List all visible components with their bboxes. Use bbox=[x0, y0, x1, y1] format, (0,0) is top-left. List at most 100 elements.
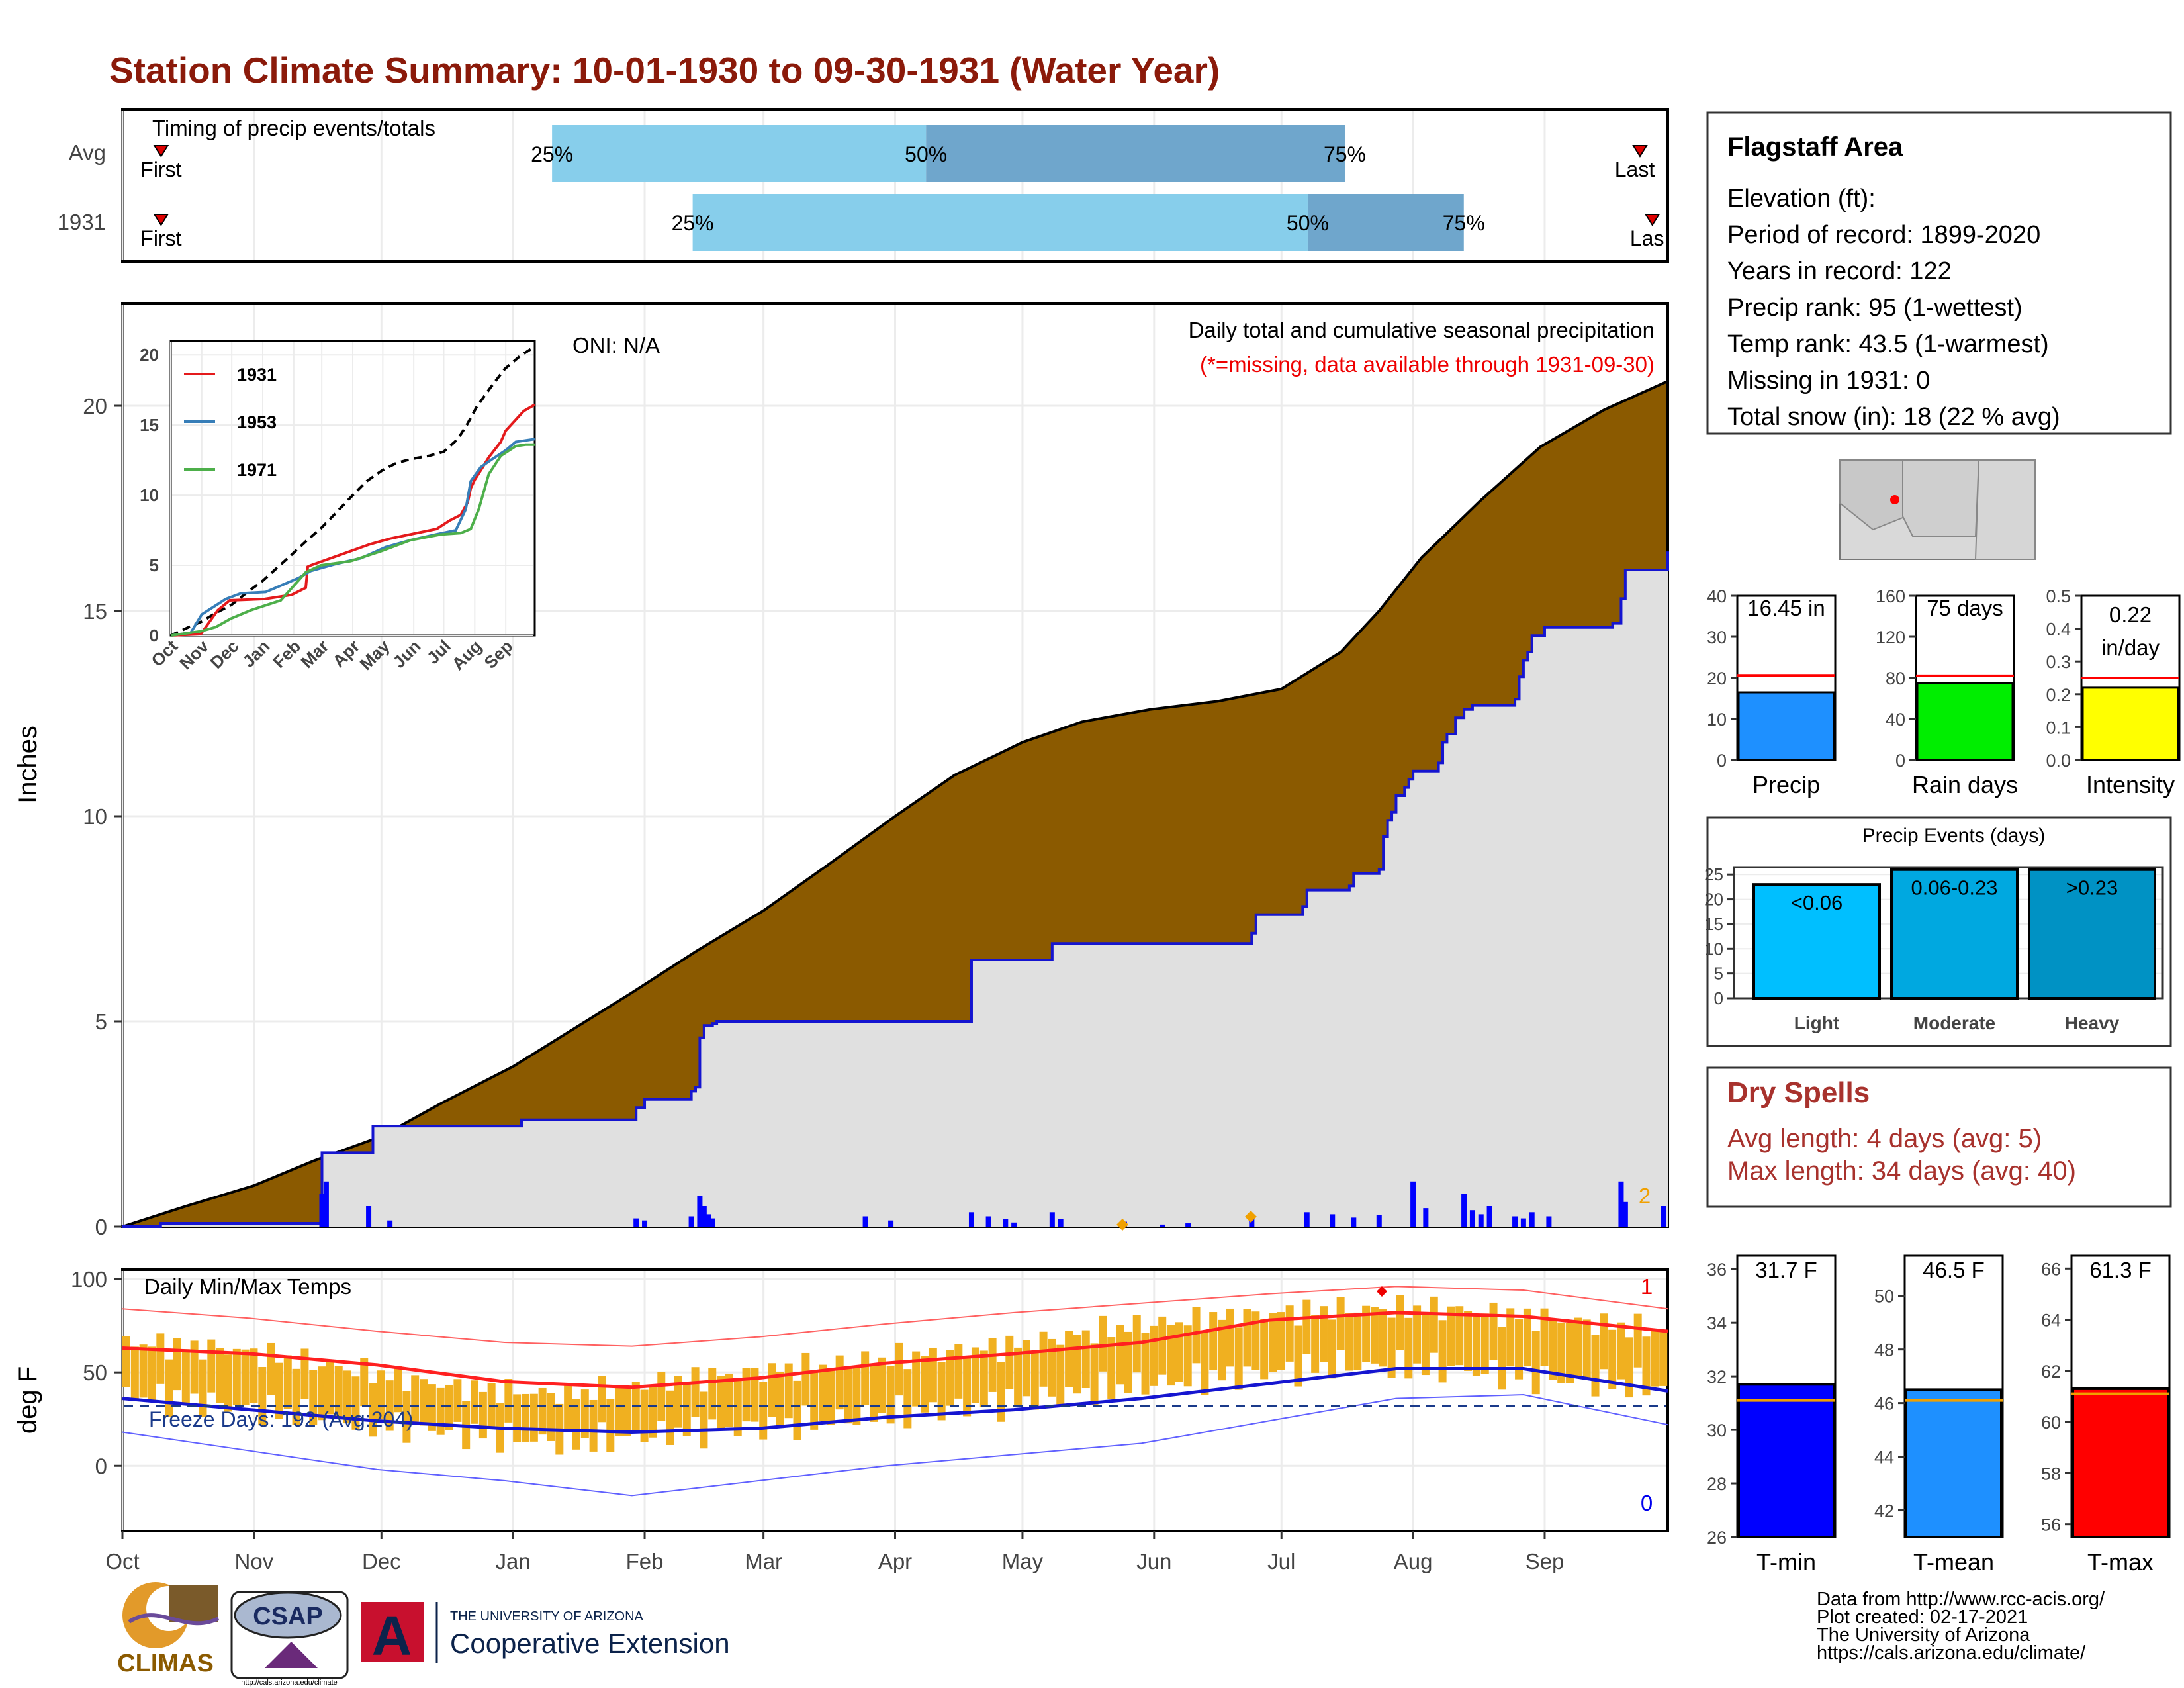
daily-temp-range-bar bbox=[1014, 1347, 1023, 1405]
daily-temp-range-bar bbox=[1379, 1309, 1387, 1367]
daily-temp-range-bar bbox=[1591, 1335, 1600, 1397]
intensity-tick-label: 0.4 bbox=[2046, 620, 2071, 639]
daily-precip-bar bbox=[1478, 1214, 1484, 1227]
month-label: Feb bbox=[626, 1549, 664, 1573]
inset-ytick-label: 5 bbox=[150, 555, 159, 575]
precip-tick-label: 10 bbox=[1707, 710, 1727, 729]
climas-logo: CLIMAS bbox=[117, 1582, 220, 1677]
daily-temp-range-bar bbox=[547, 1393, 555, 1441]
daily-temp-range-bar bbox=[717, 1376, 725, 1430]
daily-temp-range-bar bbox=[606, 1399, 615, 1452]
footer-line-data: Data from http://www.rcc-acis.org/ bbox=[1817, 1589, 2105, 1610]
timing-quantile-label: 25% bbox=[672, 211, 714, 235]
daily-temp-range-bar bbox=[623, 1385, 631, 1436]
daily-precip-bar bbox=[1410, 1181, 1416, 1227]
snow-marker bbox=[1245, 1211, 1257, 1223]
daily-temp-range-bar bbox=[1506, 1308, 1515, 1367]
daily-temp-range-bar bbox=[1353, 1312, 1362, 1370]
intensity-value-label: 0.22 bbox=[2109, 602, 2152, 627]
daily-temp-range-bar bbox=[1073, 1335, 1081, 1394]
daily-temp-range-bar bbox=[580, 1389, 589, 1438]
daily-precip-bar bbox=[709, 1218, 715, 1227]
daily-temp-range-bar bbox=[1302, 1299, 1311, 1354]
last-event-label: Las bbox=[1630, 226, 1664, 250]
temp-summary-label: T-mean bbox=[1913, 1548, 1994, 1575]
temp-summary-tick-label: 26 bbox=[1707, 1528, 1727, 1548]
average-max-line bbox=[122, 1311, 1668, 1389]
ua-logo: A THE UNIVERSITY OF ARIZONA Cooperative … bbox=[361, 1602, 730, 1667]
daily-temp-range-bar bbox=[232, 1348, 241, 1405]
daily-temp-range-bar bbox=[903, 1369, 912, 1429]
daily-temp-range-bar bbox=[1116, 1325, 1124, 1385]
rain_days-tick-label: 0 bbox=[1895, 751, 1905, 771]
precip-events-chart: Precip Events (days) 0 5 10 15 20 25 <0.06 Ligh… bbox=[1704, 816, 2172, 1047]
snow-marker bbox=[1116, 1219, 1128, 1231]
last-event-label: Last bbox=[1615, 158, 1655, 181]
month-label: May bbox=[1002, 1549, 1044, 1573]
daily-temp-range-bar bbox=[326, 1362, 334, 1415]
month-label: Jul bbox=[1267, 1549, 1295, 1573]
precip-corner-count: 2 bbox=[1639, 1184, 1651, 1208]
daily-temp-range-bar bbox=[224, 1354, 232, 1412]
timing-row-label-year: 1931 bbox=[58, 210, 106, 234]
daily-temp-range-bar bbox=[784, 1363, 793, 1419]
daily-temp-range-bar bbox=[870, 1364, 878, 1422]
temp-count-max: 1 bbox=[1641, 1274, 1653, 1299]
daily-temp-range-bar bbox=[1243, 1309, 1251, 1367]
daily-temp-range-bar bbox=[920, 1356, 929, 1413]
temp-summary-bars: 26 28 30 32 34 36 31.7 F T-min 42 44 46 48 50 46.5 F T… bbox=[1707, 1254, 2171, 1575]
daily-temp-range-bar bbox=[819, 1364, 827, 1421]
timing-panel: 25% 50% 75% First Last 25% 50% 75% First Las Timi… bbox=[58, 108, 1669, 263]
freeze-days-label: Freeze Days: 192 (Avg:204) bbox=[149, 1407, 414, 1431]
daily-precip-bar bbox=[697, 1196, 703, 1227]
events-category-label: Moderate bbox=[1913, 1013, 1995, 1033]
daily-temp-range-bar bbox=[649, 1385, 657, 1438]
climas-logo-text: CLIMAS bbox=[117, 1650, 214, 1677]
daily-temp-range-bar bbox=[700, 1391, 708, 1449]
daily-temp-range-bar bbox=[1260, 1319, 1269, 1380]
daily-temp-range-bar bbox=[963, 1358, 972, 1417]
first-event-marker bbox=[153, 145, 169, 158]
daily-precip-bar bbox=[1546, 1216, 1552, 1227]
daily-temp-range-bar bbox=[1336, 1297, 1345, 1350]
station-line-period: Period of record: 1899-2020 bbox=[1727, 221, 2040, 249]
daily-temp-range-bar bbox=[1090, 1343, 1099, 1405]
rain_days-value-label: 75 days bbox=[1927, 596, 2003, 620]
daily-temp-range-bar bbox=[1540, 1308, 1549, 1366]
daily-temp-range-bar bbox=[190, 1340, 199, 1394]
rain_days-bar bbox=[1916, 682, 2014, 761]
daily-precip-bar bbox=[1486, 1206, 1492, 1227]
timing-row-label-avg: Avg bbox=[69, 140, 106, 165]
timing-bar-q25-q50 bbox=[552, 125, 927, 182]
temp-summary-label: T-max bbox=[2087, 1548, 2154, 1575]
temp-summary-bar-t-min bbox=[1737, 1383, 1835, 1538]
daily-temp-range-bar bbox=[835, 1355, 844, 1410]
daily-temp-range-bar bbox=[241, 1349, 250, 1405]
daily-temp-range-bar bbox=[420, 1379, 428, 1426]
record-max-line bbox=[122, 1286, 1668, 1347]
daily-temp-range-bar bbox=[1294, 1325, 1302, 1387]
first-event-marker bbox=[153, 214, 169, 226]
daily-temp-range-bar bbox=[759, 1382, 768, 1440]
locator-map bbox=[1839, 459, 2036, 560]
daily-precip-bar bbox=[1520, 1218, 1526, 1227]
first-event-label: First bbox=[140, 158, 181, 181]
daily-precip-bar bbox=[1185, 1223, 1191, 1227]
rain_days-tick-label: 120 bbox=[1876, 628, 1905, 647]
timing-bar-q50-q75 bbox=[1307, 194, 1464, 251]
daily-precip-bar bbox=[968, 1212, 974, 1227]
events-bar-heavy bbox=[2028, 868, 2156, 1000]
dry-spells-box: Dry Spells Avg length: 4 days (avg: 5) M… bbox=[1706, 1066, 2172, 1208]
daily-temp-range-bar bbox=[979, 1350, 988, 1407]
daily-precip-bar bbox=[323, 1181, 329, 1227]
daily-temp-range-bar bbox=[1319, 1306, 1328, 1362]
daily-precip-bar bbox=[985, 1216, 991, 1227]
temp-summary-tick-label: 66 bbox=[2041, 1259, 2061, 1279]
events-category-label: Light bbox=[1794, 1013, 1839, 1033]
temp-summary-tick-label: 36 bbox=[1707, 1260, 1727, 1280]
daily-temp-range-bar bbox=[733, 1380, 742, 1436]
daily-temp-range-bar bbox=[691, 1367, 700, 1417]
station-location-marker bbox=[1890, 495, 1899, 504]
daily-temp-range-bar bbox=[156, 1333, 165, 1384]
